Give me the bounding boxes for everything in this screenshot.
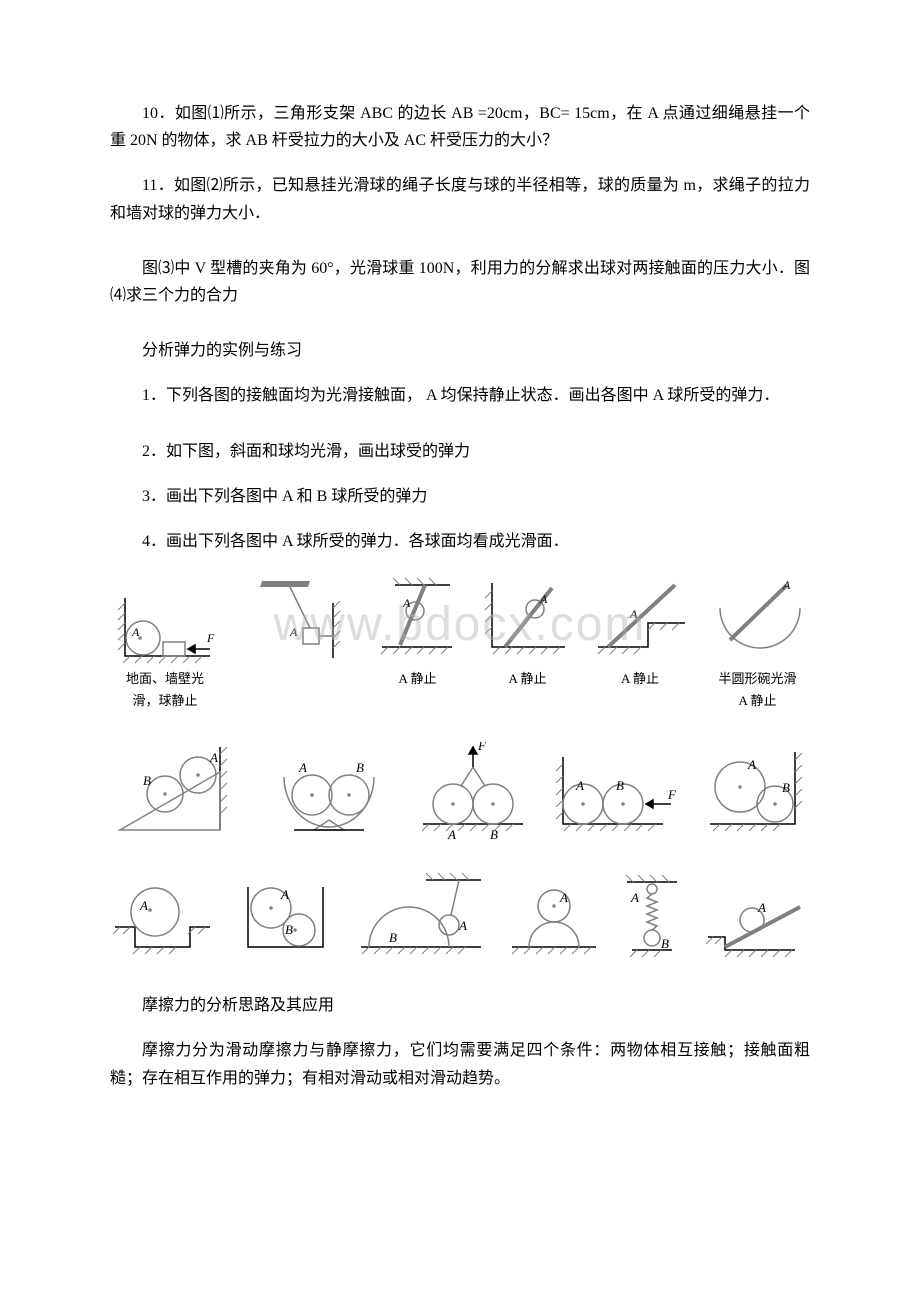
fig-1-1-svg: A F [110, 588, 220, 668]
label-a: A [402, 596, 411, 610]
label-a: A [447, 827, 456, 842]
figure-row-3: A A B B A [110, 872, 810, 962]
fig-3-5: A B [617, 872, 687, 962]
label-b: B [490, 827, 498, 842]
fig-3-6-svg: A [700, 872, 810, 962]
fig-3-6: A [700, 872, 810, 962]
fig-1-6-svg: A [705, 573, 810, 668]
fig-1-1-caption-l2: 滑，球静止 [132, 690, 197, 712]
fig-1-5-svg: A [590, 573, 690, 668]
problem-12: 图⑶中 V 型槽的夹角为 60°，光滑球重 100N，利用力的分解求出球对两接触… [110, 255, 810, 309]
problem-11: 11．如图⑵所示，已知悬挂光滑球的绳子长度与球的半径相等，球的质量为 m，求绳子… [110, 172, 810, 226]
fig-1-2-svg: A [235, 573, 355, 668]
fig-3-4: A [504, 872, 604, 962]
fig-1-4-svg: A [480, 573, 575, 668]
fig-2-5-svg: A B [700, 742, 810, 842]
section-elastic-heading: 分析弹力的实例与练习 [110, 337, 810, 364]
label-f: F [477, 742, 487, 753]
fig-3-2-svg: A B [233, 872, 338, 962]
label-a: A [757, 900, 766, 915]
fig-3-3: B A [351, 872, 491, 962]
problem-10: 10．如图⑴所示，三角形支架 ABC 的边长 AB =20cm，BC= 15cm… [110, 100, 810, 154]
fig-2-2: A B [264, 742, 394, 842]
label-b: B [661, 936, 669, 951]
label-b: B [389, 930, 397, 945]
question-1: 1．下列各图的接触面均为光滑接触面， A 均保持静止状态．画出各图中 A 球所受… [110, 382, 810, 409]
fig-1-4-caption: A 静止 [509, 668, 547, 690]
fig-2-1: B A [110, 742, 245, 842]
label-a: A [458, 918, 467, 933]
label-a: A [139, 898, 148, 913]
fig-2-3-svg: F A B [413, 742, 533, 842]
label-f: F [206, 631, 215, 645]
fig-3-1: A [110, 872, 220, 962]
fig-2-4: A B F [551, 742, 681, 842]
fig-1-2: A [235, 573, 355, 712]
figure-row-2: B A A B F A B [110, 742, 810, 842]
label-b: B [143, 773, 151, 788]
label-a: A [559, 890, 568, 905]
fig-1-3-svg: A [370, 573, 465, 668]
fig-1-3: A A 静止 [370, 573, 465, 712]
fig-1-5-caption: A 静止 [621, 668, 659, 690]
fig-3-5-svg: A B [617, 872, 687, 962]
question-4: 4．画出下列各图中 A 球所受的弹力．各球面均看成光滑面． [110, 528, 810, 555]
label-b: B [356, 760, 364, 775]
label-a: A [630, 890, 639, 905]
question-2: 2．如下图，斜面和球均光滑，画出球受的弹力 [110, 438, 810, 465]
label-a: A [289, 625, 298, 639]
label-a: A [131, 625, 140, 639]
fig-2-4-svg: A B F [551, 742, 681, 842]
section-friction-heading: 摩擦力的分析思路及其应用 [110, 992, 810, 1019]
label-b: B [616, 778, 624, 793]
label-a: A [575, 778, 584, 793]
fig-1-6-caption-l2: A 静止 [739, 690, 777, 712]
friction-body: 摩擦力分为滑动摩擦力与静摩擦力，它们均需要满足四个条件：两物体相互接触；接触面粗… [110, 1037, 810, 1091]
fig-2-3: F A B [413, 742, 533, 842]
fig-3-1-svg: A [110, 872, 220, 962]
label-a: A [280, 887, 289, 902]
label-a: A [629, 607, 638, 621]
label-b: B [782, 780, 790, 795]
fig-3-4-svg: A [504, 872, 604, 962]
fig-1-1: A F 地面、墙壁光 滑，球静止 [110, 588, 220, 712]
fig-3-2: A B [233, 872, 338, 962]
label-a: A [782, 578, 791, 592]
fig-3-3-svg: B A [351, 872, 491, 962]
fig-2-2-svg: A B [264, 742, 394, 842]
label-a: A [209, 750, 218, 765]
fig-2-5: A B [700, 742, 810, 842]
fig-1-3-caption: A 静止 [399, 668, 437, 690]
label-f: F [667, 787, 677, 802]
question-3: 3．画出下列各图中 A 和 B 球所受的弹力 [110, 483, 810, 510]
fig-2-1-svg: B A [110, 742, 245, 842]
fig-1-4: A A 静止 [480, 573, 575, 712]
label-b: B [285, 922, 293, 937]
label-a: A [747, 757, 756, 772]
figure-row-1: A F 地面、墙壁光 滑，球静止 A [110, 573, 810, 712]
label-a: A [298, 760, 307, 775]
fig-1-6: A 半圆形碗光滑 A 静止 [705, 573, 810, 712]
label-a: A [539, 592, 548, 606]
fig-1-1-caption-l1: 地面、墙壁光 [126, 668, 204, 690]
fig-1-6-caption-l1: 半圆形碗光滑 [718, 668, 796, 690]
fig-1-5: A A 静止 [590, 573, 690, 712]
